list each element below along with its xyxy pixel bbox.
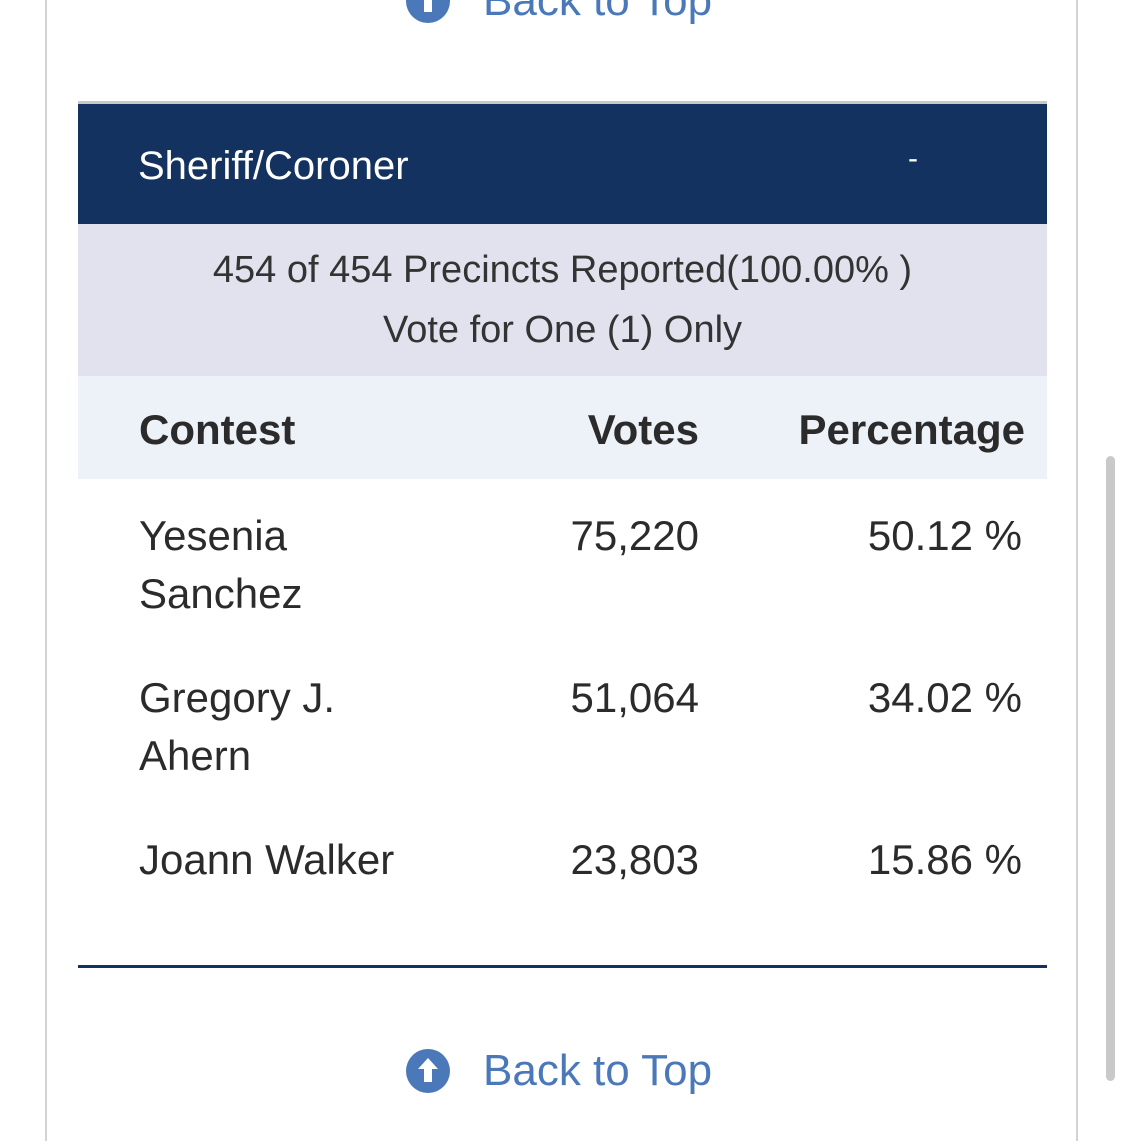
collapse-toggle[interactable]: - [908,142,918,175]
arrow-up-circle-icon [406,1049,450,1093]
back-to-top-label: Back to Top [483,1046,713,1095]
candidate-percentage: 50.12 % [867,512,1022,559]
candidate-percentage: 15.86 % [867,836,1022,883]
candidate-name: Gregory J. Ahern [139,674,336,779]
candidate-votes: 51,064 [570,674,699,721]
table-row: Gregory J. Ahern 51,064 34.02 % [78,641,1047,803]
content-border-right [1076,0,1078,1141]
candidate-votes: 23,803 [570,836,699,883]
candidate-name: Yesenia Sanchez [139,512,303,617]
contest-panel: Sheriff/Coroner - 454 of 454 Precincts R… [78,101,1047,968]
table-bottom-rule [78,965,1047,968]
table-row: Joann Walker 23,803 15.86 % [78,803,1047,965]
column-header-votes: Votes [587,406,699,453]
contest-header[interactable]: Sheriff/Coroner - [78,104,1047,224]
candidate-votes: 75,220 [570,512,699,559]
back-to-top-link-upper[interactable]: Back to Top [405,0,712,26]
candidate-name: Joann Walker [139,836,395,883]
scrollbar[interactable] [1106,456,1115,1081]
table-row: Yesenia Sanchez 75,220 50.12 % [78,479,1047,641]
table-header: Contest Votes Percentage [78,376,1047,479]
panel-divider [78,101,1047,104]
precincts-reported: 454 of 454 Precincts Reported(100.00% ) [212,249,913,291]
vote-rule: Vote for One (1) Only [382,309,743,351]
candidate-percentage: 34.02 % [867,674,1022,721]
column-header-contest: Contest [139,406,296,453]
back-to-top-label: Back to Top [483,0,713,25]
content-border-left [45,0,47,1141]
column-header-percentage: Percentage [798,406,1025,453]
arrow-up-circle-icon [406,0,450,23]
back-to-top-link[interactable]: Back to Top [405,1046,712,1096]
contest-title: Sheriff/Coroner [138,144,409,188]
contest-info: 454 of 454 Precincts Reported(100.00% ) … [78,224,1047,376]
